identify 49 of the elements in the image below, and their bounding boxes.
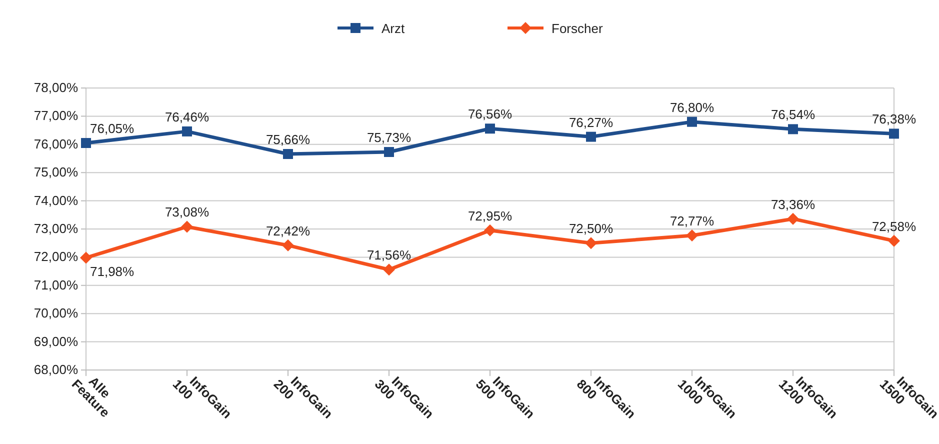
y-tick-label: 69,00% xyxy=(34,334,78,349)
data-label: 73,36% xyxy=(770,196,816,212)
point xyxy=(888,234,900,247)
legend-label: Arzt xyxy=(382,21,405,36)
data-label: 72,42% xyxy=(266,223,310,238)
data-label: 76,05% xyxy=(90,120,135,136)
point xyxy=(283,148,293,159)
y-tick-label: 77,00% xyxy=(34,108,78,124)
data-label: 76,80% xyxy=(670,100,714,115)
data-label: 71,98% xyxy=(90,264,135,279)
data-label: 72,77% xyxy=(670,213,714,228)
y-tick-label: 75,00% xyxy=(34,164,78,180)
data-label: 72,58% xyxy=(872,218,916,234)
y-tick-label: 68,00% xyxy=(34,362,78,377)
point xyxy=(383,264,395,276)
point xyxy=(282,239,294,252)
point xyxy=(81,138,91,148)
data-label: 75,66% xyxy=(266,132,310,147)
data-label: 76,56% xyxy=(468,106,512,122)
point xyxy=(485,124,495,134)
point xyxy=(586,132,596,142)
point xyxy=(788,124,798,134)
point xyxy=(889,128,899,139)
data-label: 76,54% xyxy=(770,107,816,122)
data-label: 76,27% xyxy=(568,114,614,130)
y-tick-label: 71,00% xyxy=(34,277,78,292)
y-tick-label: 73,00% xyxy=(34,221,78,236)
data-label: 73,08% xyxy=(164,204,210,220)
data-label: 72,95% xyxy=(468,208,512,224)
point xyxy=(182,126,192,136)
point xyxy=(80,252,92,264)
y-tick-label: 76,00% xyxy=(34,136,78,152)
data-label: 75,73% xyxy=(366,130,412,146)
legend-label: Forscher xyxy=(552,21,604,36)
data-label: 76,38% xyxy=(872,112,916,127)
point xyxy=(787,212,799,225)
point xyxy=(181,220,193,233)
y-tick-label: 72,00% xyxy=(34,249,78,264)
point xyxy=(384,147,394,158)
y-tick-label: 74,00% xyxy=(34,192,78,208)
point xyxy=(585,237,597,250)
point xyxy=(687,116,697,127)
y-tick-label: 78,00% xyxy=(34,80,78,95)
point xyxy=(686,229,698,242)
y-tick-label: 70,00% xyxy=(34,306,78,321)
data-label: 72,50% xyxy=(568,221,614,236)
data-label: 76,46% xyxy=(164,109,210,124)
point xyxy=(484,224,496,236)
data-label: 71,56% xyxy=(366,248,412,263)
